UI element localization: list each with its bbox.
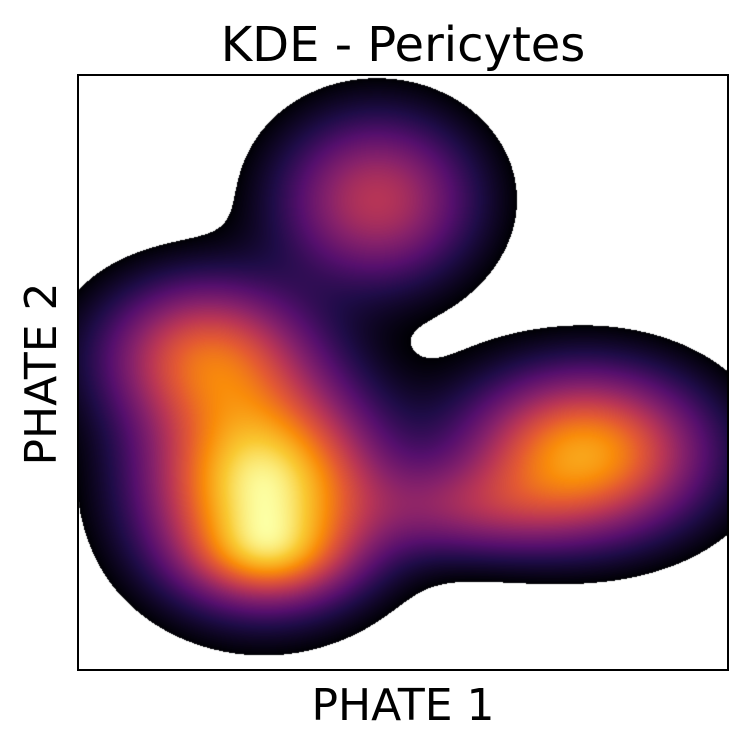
plot-frame <box>77 74 729 671</box>
density-heatmap <box>78 75 728 670</box>
x-axis-label: PHATE 1 <box>312 680 495 731</box>
y-axis-label: PHATE 2 <box>16 283 67 466</box>
chart-title: KDE - Pericytes <box>221 17 586 73</box>
plot-area <box>77 74 729 671</box>
